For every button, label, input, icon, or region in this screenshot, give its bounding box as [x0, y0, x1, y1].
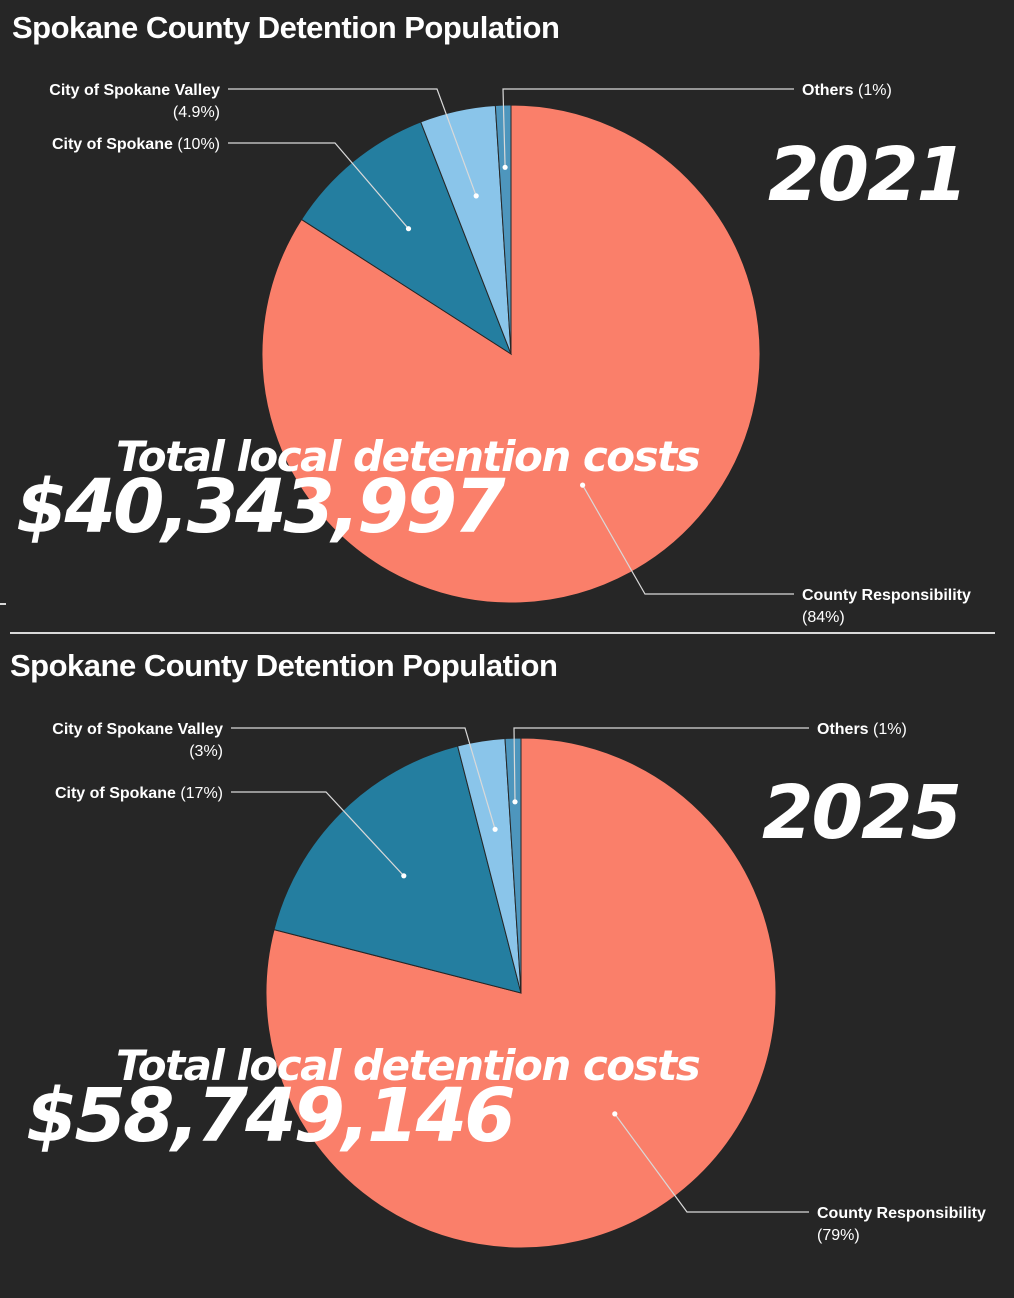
slice-label-percent: (84%) [802, 609, 845, 626]
leader-dot [405, 226, 412, 232]
leader-dot [612, 1111, 618, 1117]
slice-label-group: City of Spokane (10%) [52, 136, 412, 232]
slice-label-percent: (79%) [817, 1227, 860, 1244]
leader-line [231, 791, 405, 877]
leader-line [228, 142, 409, 230]
slice-label: City of Spokane (10%) [52, 136, 220, 153]
slice-label-group: Others (1%) [512, 721, 907, 805]
slice-label-percent: (4.9%) [173, 104, 220, 121]
leader-dot [502, 164, 508, 170]
pie-slice-city-of-spokane [300, 121, 513, 356]
slice-label-group: Others (1%) [502, 82, 892, 170]
leader-line [231, 727, 496, 830]
year-label: 2021 [768, 132, 968, 218]
total-cost-caption: Total local detention costs [116, 1041, 701, 1090]
leader-dot [401, 873, 407, 879]
slice-label-group: County Responsibility (79%) [612, 1111, 986, 1244]
slice-label: Others (1%) [802, 82, 892, 99]
chart-title: Spokane County Detention Population [10, 648, 558, 683]
leader-line [614, 1113, 809, 1213]
leader-line [513, 727, 809, 802]
pie-chart-2021: County Responsibility (84%) City of Spokan… [49, 82, 971, 626]
chart-panel-2025: County Responsibility (79%) City of Spokan… [0, 636, 1014, 1298]
leader-line [582, 484, 794, 595]
slice-label-name: City of Spokane Valley [49, 82, 220, 99]
slice-label: Others (1%) [817, 721, 907, 738]
pie-chart-2025: County Responsibility (79%) City of Spokan… [52, 721, 986, 1249]
leader-dot [492, 826, 498, 832]
slice-label-group: City of Spokane (17%) [55, 785, 407, 879]
leader-dot [473, 193, 479, 199]
total-cost-amount: $40,343,997 [16, 464, 506, 550]
slice-label-name: County Responsibility [802, 587, 971, 604]
chart-panel-2021: County Responsibility (84%) City of Spokan… [0, 0, 1014, 634]
slice-label-name: City of Spokane Valley [52, 721, 223, 738]
pie-slice-county-responsibility [265, 737, 777, 1249]
slice-label-group: County Responsibility (84%) [580, 482, 971, 626]
chart-title: Spokane County Detention Population [12, 10, 560, 45]
year-label: 2025 [762, 770, 962, 856]
slice-label: City of Spokane (17%) [55, 785, 223, 802]
leader-line [502, 88, 794, 168]
leader-dot [512, 799, 518, 805]
slice-label-group: City of Spokane Valley (4.9%) [49, 82, 479, 199]
panel-divider [10, 632, 995, 634]
slice-label-percent: (3%) [189, 743, 223, 760]
total-cost-caption: Total local detention costs [116, 432, 701, 481]
slice-label-group: City of Spokane Valley (3%) [52, 721, 498, 832]
slice-label-name: County Responsibility [817, 1205, 986, 1222]
total-cost-amount: $58,749,146 [26, 1073, 516, 1159]
leader-dot [580, 482, 586, 488]
leader-line [228, 88, 477, 197]
edge-mark [0, 603, 6, 605]
